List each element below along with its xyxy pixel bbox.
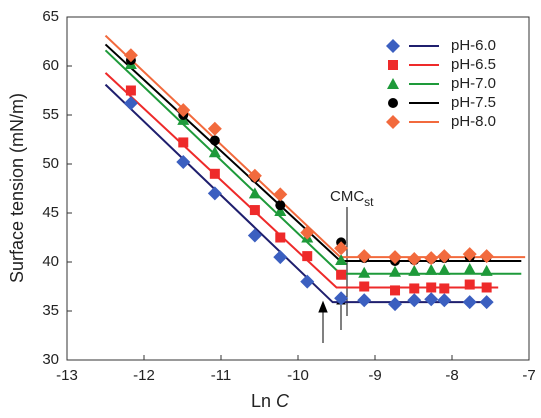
x-tick-label: -12 bbox=[133, 367, 155, 384]
x-axis-title: Ln C bbox=[251, 391, 290, 411]
x-tick-label: -13 bbox=[56, 367, 78, 384]
arrow-head bbox=[318, 300, 328, 313]
marker bbox=[425, 263, 438, 275]
legend-label: pH-6.5 bbox=[451, 56, 496, 73]
legend-marker bbox=[388, 60, 398, 70]
marker bbox=[336, 269, 347, 280]
marker bbox=[424, 292, 439, 307]
marker bbox=[273, 187, 288, 202]
y-tick-label: 60 bbox=[42, 57, 59, 74]
x-tick-label: -9 bbox=[368, 367, 381, 384]
marker bbox=[407, 252, 422, 267]
marker bbox=[437, 249, 452, 264]
y-tick-label: 40 bbox=[42, 253, 59, 270]
marker bbox=[207, 121, 222, 136]
marker bbox=[123, 48, 138, 63]
x-tick-label: -11 bbox=[211, 367, 232, 384]
marker bbox=[274, 205, 287, 217]
legend-label: pH-8.0 bbox=[451, 113, 496, 130]
legend-marker bbox=[386, 115, 400, 129]
marker bbox=[357, 249, 372, 264]
marker bbox=[249, 205, 260, 216]
legend-label: pH-6.0 bbox=[451, 37, 496, 54]
marker bbox=[464, 279, 475, 290]
marker bbox=[388, 297, 403, 312]
legend-label: pH-7.0 bbox=[451, 75, 496, 92]
marker bbox=[390, 285, 401, 296]
marker bbox=[479, 249, 494, 264]
marker bbox=[123, 96, 138, 111]
marker bbox=[208, 146, 221, 158]
marker bbox=[247, 228, 262, 243]
annotation-text: CMC bbox=[330, 188, 364, 205]
marker bbox=[302, 251, 313, 262]
x-tick-label: -10 bbox=[287, 367, 309, 384]
legend-marker bbox=[387, 78, 399, 89]
marker bbox=[424, 251, 439, 266]
marker bbox=[437, 293, 452, 308]
marker bbox=[275, 200, 286, 211]
marker bbox=[438, 263, 451, 275]
marker bbox=[357, 293, 372, 308]
y-tick-label: 55 bbox=[42, 106, 59, 123]
marker bbox=[358, 266, 371, 278]
marker bbox=[463, 262, 476, 274]
marker bbox=[209, 135, 220, 146]
marker bbox=[359, 281, 370, 292]
legend-marker bbox=[386, 39, 400, 53]
marker bbox=[207, 186, 222, 201]
marker bbox=[439, 283, 450, 294]
marker bbox=[480, 264, 493, 276]
marker bbox=[388, 250, 403, 265]
annotation-subscript: st bbox=[364, 195, 374, 209]
x-tick-label: -8 bbox=[445, 367, 458, 384]
marker bbox=[462, 295, 477, 310]
marker bbox=[275, 232, 286, 243]
y-tick-label: 30 bbox=[42, 351, 59, 368]
marker bbox=[334, 241, 349, 256]
y-axis-title: Surface tension (mN/m) bbox=[7, 93, 27, 283]
marker bbox=[176, 103, 191, 118]
marker bbox=[209, 168, 220, 179]
marker bbox=[408, 264, 421, 276]
x-tick-label: -7 bbox=[522, 367, 535, 384]
marker bbox=[247, 168, 262, 183]
marker bbox=[462, 247, 477, 262]
y-tick-label: 45 bbox=[42, 204, 59, 221]
marker bbox=[176, 155, 191, 170]
marker bbox=[335, 254, 348, 266]
marker bbox=[178, 137, 189, 148]
marker bbox=[334, 291, 349, 306]
marker bbox=[125, 85, 136, 96]
legend-marker bbox=[388, 98, 398, 108]
marker bbox=[479, 295, 494, 310]
annotation: CMCst bbox=[330, 188, 374, 209]
marker bbox=[426, 282, 437, 293]
marker bbox=[273, 250, 288, 265]
marker bbox=[409, 283, 420, 294]
marker bbox=[481, 282, 492, 293]
marker bbox=[248, 187, 261, 199]
marker bbox=[300, 274, 315, 289]
y-tick-label: 65 bbox=[42, 8, 59, 25]
y-tick-label: 50 bbox=[42, 155, 59, 172]
marker bbox=[300, 225, 315, 240]
legend-label: pH-7.5 bbox=[451, 94, 496, 111]
x-axis-title-var: C bbox=[276, 391, 290, 411]
y-tick-label: 35 bbox=[42, 302, 59, 319]
x-axis-title-text: Ln bbox=[251, 391, 271, 411]
marker bbox=[407, 293, 422, 308]
marker bbox=[389, 265, 402, 277]
